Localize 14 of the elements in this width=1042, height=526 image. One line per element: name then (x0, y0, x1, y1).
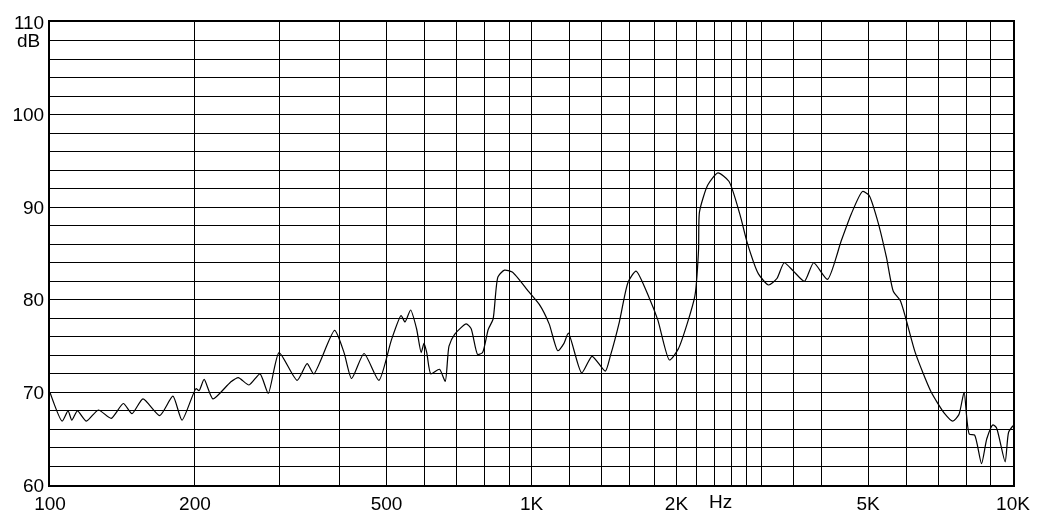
x-tick-label: 500 (370, 492, 403, 514)
y-tick-label: 80 (23, 289, 45, 311)
x-axis-title: Hz (709, 491, 733, 512)
x-tick-label: 10K (996, 492, 1031, 514)
y-tick-label: 90 (23, 196, 45, 218)
y-tick-label: 60 (23, 474, 45, 496)
x-tick-label: 2K (664, 492, 689, 514)
y-tick-label: 100 (12, 104, 45, 126)
y-tick-label: 70 (23, 382, 45, 404)
x-tick-label: 5K (856, 492, 880, 514)
y-tick-label: 110 (13, 11, 45, 33)
x-tick-label: 200 (179, 492, 211, 514)
x-tick-label: 1K (519, 492, 544, 514)
y-axis-title: dB (17, 30, 41, 51)
